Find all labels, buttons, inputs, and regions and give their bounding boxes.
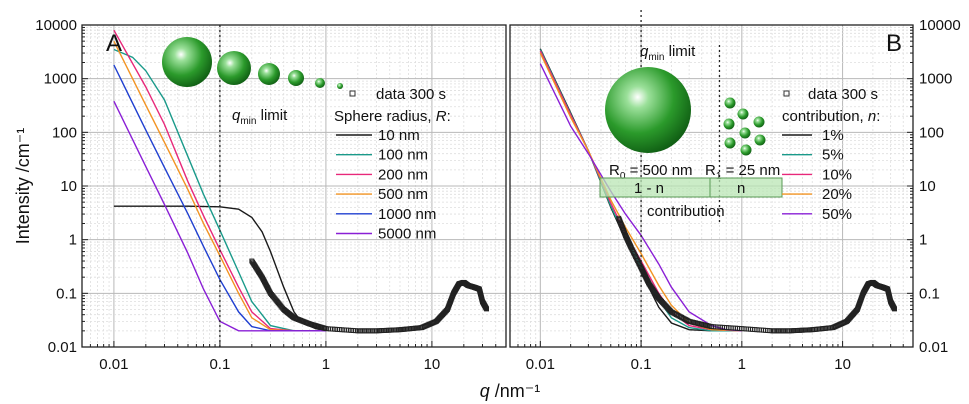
panel-a-frame bbox=[81, 24, 507, 348]
panel-b-r1-label: R1 = 25 nm bbox=[705, 162, 780, 182]
panel-b-contribution-band: 1 - n n contribution bbox=[599, 177, 783, 220]
y-tick-label: 1 bbox=[919, 232, 927, 249]
y-tick-label: 10000 bbox=[35, 17, 77, 34]
panel-b-qmin-label: qmin limit bbox=[640, 43, 696, 63]
panel-b-small-sphere bbox=[754, 134, 766, 146]
x-tick-label: 0.01 bbox=[99, 356, 128, 373]
panel-a-plot: 0.01 0.1 1 10 0.01 0.1 1 10 100 1000 10000 A qmin … bbox=[35, 17, 507, 373]
panel-b-plot: 0.01 0.1 1 10 0.01 0.1 1 10 100 1000 10000 B qmin … bbox=[509, 10, 961, 373]
panel-a-legend: data 300 s Sphere radius, R: 10 nm 100 nm… bbox=[334, 86, 451, 243]
x-tick-label: 10 bbox=[424, 356, 441, 373]
y-axis-title: Intensity /cm⁻¹ bbox=[13, 128, 33, 245]
panel-a-sphere-1 bbox=[162, 37, 212, 87]
panel-b-band-caption: contribution bbox=[647, 203, 725, 220]
x-tick-label: 1 bbox=[322, 356, 330, 373]
panel-a-series bbox=[113, 29, 327, 332]
legend-label: 1% bbox=[822, 127, 844, 144]
legend-label: 10% bbox=[822, 166, 852, 183]
legend-label: 20% bbox=[822, 186, 852, 203]
x-tick-label: 1 bbox=[738, 356, 746, 373]
panel-b-r0-label: R0 = 500 nm bbox=[609, 162, 693, 182]
y-tick-label: 1000 bbox=[919, 71, 952, 88]
y-tick-label: 1 bbox=[69, 232, 77, 249]
data-point bbox=[892, 306, 897, 312]
panel-b-band-left-label: 1 - n bbox=[634, 180, 664, 197]
legend-label: 500 nm bbox=[378, 186, 428, 203]
panel-a-legend-data-marker bbox=[349, 90, 356, 97]
panel-b-band-right bbox=[709, 177, 783, 198]
series-line bbox=[113, 100, 326, 332]
panel-a-sphere-4 bbox=[288, 70, 304, 86]
legend-label: 1000 nm bbox=[378, 206, 436, 223]
panel-b-data-points bbox=[616, 215, 897, 334]
y-tick-label: 100 bbox=[52, 124, 77, 141]
y-tick-label: 0.01 bbox=[48, 339, 77, 356]
y-tick-label: 1000 bbox=[44, 71, 77, 88]
panel-a-sphere-5 bbox=[315, 78, 325, 88]
panel-b-band-right-label: n bbox=[737, 180, 745, 197]
panel-a-sphere-2 bbox=[217, 51, 251, 85]
y-tick-label: 100 bbox=[919, 124, 944, 141]
legend-label: 50% bbox=[822, 206, 852, 223]
panel-a-spheres-illustration bbox=[162, 37, 343, 89]
panel-a-legend-data-label: data 300 s bbox=[376, 86, 446, 103]
panel-a-letter: A bbox=[106, 30, 122, 57]
panel-a-qmin-label: qmin limit bbox=[232, 107, 288, 127]
x-tick-label: 10 bbox=[834, 356, 851, 373]
panel-a-sphere-3 bbox=[258, 63, 280, 85]
y-tick-label: 10 bbox=[919, 178, 936, 195]
x-axis-title: q /nm⁻¹ bbox=[480, 381, 541, 401]
legend-label: 5000 nm bbox=[378, 226, 436, 243]
data-point bbox=[685, 318, 691, 324]
legend-label: 200 nm bbox=[378, 166, 428, 183]
panel-b-small-sphere bbox=[753, 116, 765, 128]
panel-b-small-spheres bbox=[723, 97, 766, 156]
panel-a-sphere-6 bbox=[337, 83, 343, 89]
legend-label: 5% bbox=[822, 147, 844, 164]
panel-b-small-sphere bbox=[740, 144, 752, 156]
series-line bbox=[113, 64, 326, 332]
panel-a-ticks: 0.01 0.1 1 10 0.01 0.1 1 10 100 1000 10000 bbox=[35, 17, 507, 373]
panel-b-large-sphere bbox=[605, 67, 691, 153]
legend-label: 10 nm bbox=[378, 127, 420, 144]
panel-b-small-sphere bbox=[724, 97, 736, 109]
x-tick-label: 0.01 bbox=[526, 356, 555, 373]
series-line bbox=[113, 48, 326, 332]
y-tick-label: 10000 bbox=[919, 17, 961, 34]
panel-b-legend-data-marker bbox=[783, 90, 790, 97]
x-tick-label: 0.1 bbox=[209, 356, 230, 373]
panel-b-small-sphere bbox=[724, 137, 736, 149]
legend-label: 100 nm bbox=[378, 147, 428, 164]
panel-b-legend-data-label: data 300 s bbox=[808, 86, 878, 103]
panel-b-legend: data 300 s contribution, n: 1% 5% 10% 20% 50… bbox=[782, 86, 880, 223]
y-tick-label: 0.1 bbox=[56, 285, 77, 302]
y-tick-label: 0.1 bbox=[919, 285, 940, 302]
panel-a-data-points bbox=[249, 258, 490, 334]
panel-b-letter: B bbox=[886, 30, 902, 57]
panel-a-legend-title: Sphere radius, R: bbox=[334, 108, 451, 125]
y-tick-label: 10 bbox=[60, 178, 77, 195]
panel-b-small-sphere bbox=[737, 108, 749, 120]
data-point bbox=[484, 306, 490, 312]
panel-b-ticks: 0.01 0.1 1 10 0.01 0.1 1 10 100 1000 10000 bbox=[509, 17, 961, 373]
x-tick-label: 0.1 bbox=[631, 356, 652, 373]
panel-b-small-sphere bbox=[739, 127, 751, 139]
panel-b-small-sphere bbox=[723, 118, 735, 130]
y-tick-label: 0.01 bbox=[919, 339, 948, 356]
series-line bbox=[113, 29, 326, 332]
panel-b-frame bbox=[509, 24, 914, 348]
panel-b-legend-title: contribution, n: bbox=[782, 108, 880, 125]
